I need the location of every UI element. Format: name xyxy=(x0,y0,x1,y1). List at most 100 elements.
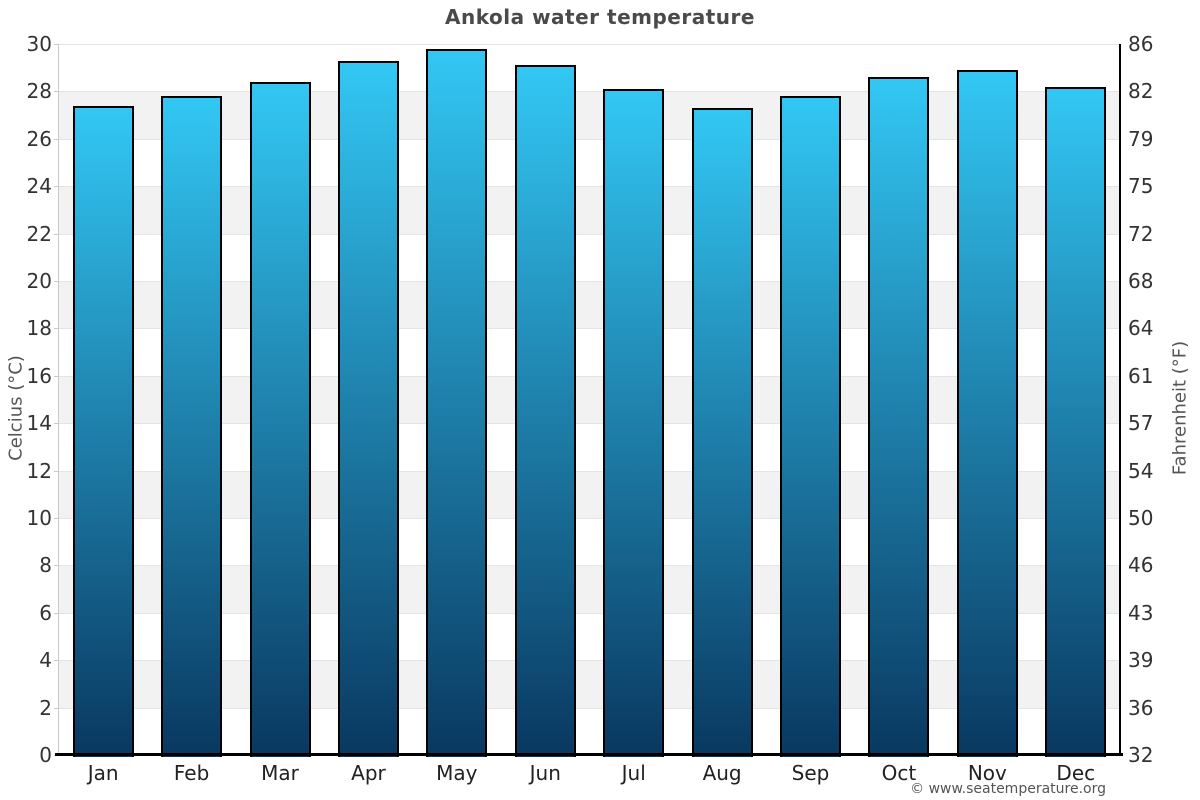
celsius-tick xyxy=(54,186,58,188)
fahrenheit-tick-label: 64 xyxy=(1128,316,1154,341)
fahrenheit-tick-label: 43 xyxy=(1128,600,1154,625)
x-axis-line xyxy=(55,753,1123,756)
fahrenheit-tick-label: 39 xyxy=(1128,648,1154,673)
fahrenheit-tick-label: 82 xyxy=(1128,79,1154,104)
celsius-tick-label: 16 xyxy=(26,363,52,388)
month-label: Nov xyxy=(967,761,1007,785)
celsius-tick xyxy=(54,565,58,567)
temperature-bar xyxy=(691,107,753,757)
celsius-tick xyxy=(54,233,58,235)
month-label: Dec xyxy=(1056,761,1096,785)
celsius-tick-label: 22 xyxy=(26,221,52,246)
gridline xyxy=(59,233,1120,235)
month-label: Jan xyxy=(87,761,119,785)
temperature-bar xyxy=(514,65,576,757)
y-axis-line-left xyxy=(58,44,59,755)
celsius-tick xyxy=(54,707,58,709)
celsius-tick-label: 8 xyxy=(39,553,52,578)
gridline xyxy=(59,612,1120,614)
grid-band xyxy=(59,375,1120,424)
chart-title: Ankola water temperature xyxy=(445,5,755,29)
credit-link[interactable]: © www.seatemperature.org xyxy=(910,781,1106,797)
gridline xyxy=(59,423,1120,425)
fahrenheit-tick-label: 36 xyxy=(1128,695,1154,720)
grid-band xyxy=(59,91,1120,139)
celsius-tick xyxy=(54,328,58,330)
celsius-tick-label: 2 xyxy=(39,695,52,720)
gridline xyxy=(59,186,1120,188)
celsius-tick xyxy=(54,612,58,614)
celsius-tick-label: 12 xyxy=(26,458,52,483)
fahrenheit-tick-label: 54 xyxy=(1128,458,1154,483)
celsius-tick xyxy=(54,423,58,425)
celsius-tick-label: 20 xyxy=(26,269,52,293)
gridline xyxy=(59,565,1120,567)
temperature-bar xyxy=(956,70,1018,757)
temperature-bar xyxy=(603,89,665,757)
celsius-tick xyxy=(54,660,58,662)
gridline xyxy=(59,470,1120,472)
gridline xyxy=(59,281,1120,282)
grid-band xyxy=(59,281,1120,329)
celsius-tick-label: 4 xyxy=(39,648,52,673)
month-label: Mar xyxy=(261,761,299,785)
temperature-bar xyxy=(1045,86,1107,757)
grid-band xyxy=(59,660,1120,708)
celsius-tick-label: 26 xyxy=(26,126,52,151)
celsius-tick xyxy=(54,518,58,519)
celsius-tick-label: 18 xyxy=(26,316,52,341)
gridline xyxy=(59,44,1120,45)
fahrenheit-tick-label: 72 xyxy=(1128,221,1154,246)
celsius-tick xyxy=(54,138,58,140)
month-label: Sep xyxy=(791,761,830,785)
gridline xyxy=(59,138,1120,140)
celsius-tick-label: 14 xyxy=(26,411,52,436)
gridline xyxy=(59,707,1120,709)
month-label: May xyxy=(436,761,478,785)
month-label: Oct xyxy=(881,761,917,785)
month-label: Feb xyxy=(173,761,210,785)
celsius-tick xyxy=(54,281,58,282)
fahrenheit-tick-label: 79 xyxy=(1128,126,1154,151)
celsius-tick xyxy=(54,375,58,377)
fahrenheit-tick-label: 86 xyxy=(1128,32,1154,56)
celsius-tick-label: 30 xyxy=(26,32,52,56)
temperature-bar xyxy=(72,105,134,757)
celsius-tick xyxy=(54,91,58,93)
fahrenheit-tick-label: 68 xyxy=(1128,269,1154,293)
fahrenheit-tick-label: 57 xyxy=(1128,411,1154,436)
temperature-bar xyxy=(249,81,311,757)
celsius-tick-label: 10 xyxy=(26,506,52,530)
gridline xyxy=(59,518,1120,519)
temperature-bar xyxy=(161,96,223,757)
temperature-bar xyxy=(426,48,488,757)
gridline xyxy=(59,375,1120,377)
month-label: Jun xyxy=(529,761,561,785)
month-label: Apr xyxy=(351,761,386,785)
celsius-tick xyxy=(54,44,58,45)
temperature-bar xyxy=(868,77,930,757)
grid-band xyxy=(59,186,1120,234)
celsius-tick-label: 0 xyxy=(39,743,52,767)
temperature-bar xyxy=(337,60,399,757)
fahrenheit-tick-label: 61 xyxy=(1128,363,1154,388)
month-label: Aug xyxy=(702,761,742,785)
fahrenheit-tick-label: 46 xyxy=(1128,553,1154,578)
grid-band xyxy=(59,565,1120,613)
celsius-tick-label: 6 xyxy=(39,600,52,625)
gridline xyxy=(59,660,1120,662)
month-label: Jul xyxy=(621,761,646,785)
gridline xyxy=(59,328,1120,330)
gridline xyxy=(59,91,1120,93)
celsius-tick-label: 28 xyxy=(26,79,52,104)
celsius-tick xyxy=(54,470,58,472)
y-axis-line-right xyxy=(1119,44,1121,755)
fahrenheit-tick-label: 50 xyxy=(1128,506,1154,530)
fahrenheit-tick-label: 75 xyxy=(1128,174,1154,199)
temperature-bar xyxy=(780,96,842,757)
celsius-tick-label: 24 xyxy=(26,174,52,199)
fahrenheit-tick-label: 32 xyxy=(1128,743,1154,767)
grid-band xyxy=(59,470,1120,518)
